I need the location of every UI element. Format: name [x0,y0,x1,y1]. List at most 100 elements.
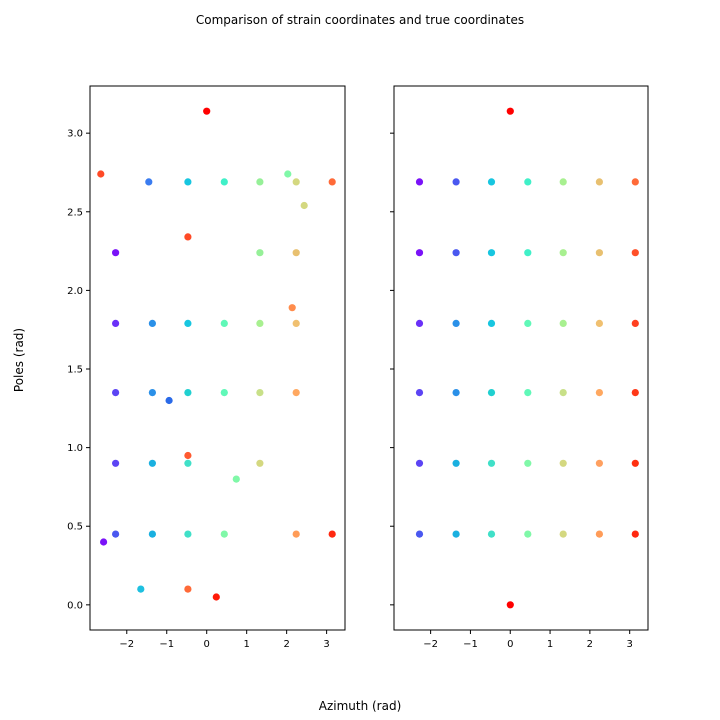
data-point [100,538,108,546]
data-point [112,319,120,327]
data-point [631,178,639,186]
data-point [524,530,532,538]
x-tick-label: 3 [323,639,329,650]
x-tick-label: 1 [243,639,249,650]
x-tick-label: −2 [423,639,438,650]
data-point [487,459,496,467]
data-point [452,459,460,467]
y-tick-label: 1.0 [67,443,83,454]
data-point [288,304,296,312]
data-point [256,319,264,327]
data-point [148,389,156,397]
axes-frame [89,85,346,631]
subplot-1: −2 −1 0 1 2 3 0.0 0.5 1.0 1.5 2.0 2.5 3.0 [67,85,346,650]
x-tick-label: −1 [463,639,478,650]
data-point [631,319,639,327]
data-point [559,178,567,186]
data-point [220,178,228,186]
data-point [97,170,105,178]
data-point [203,107,211,115]
y-tick-label: 2.5 [67,207,83,218]
data-point [631,389,639,397]
data-point [148,319,156,327]
x-tick-label: 3 [626,639,632,650]
data-point [256,178,264,186]
data-point [184,389,192,397]
y-tick-label: 2.0 [67,286,83,297]
data-point [165,396,173,405]
data-point [184,585,192,593]
data-point [184,233,192,241]
data-point [487,319,496,327]
data-point [112,459,120,467]
data-point [328,178,336,186]
y-tick-label: 3.0 [67,129,83,140]
data-point [256,389,264,397]
x-tick-label: 2 [283,639,289,650]
data-point [559,249,567,257]
data-point [524,389,532,397]
data-point [595,319,604,327]
x-tick-label: 0 [204,639,210,650]
x-axis-label: Azimuth (rad) [319,699,402,713]
data-point [212,593,220,601]
data-point [112,249,120,257]
data-point [524,249,532,257]
data-point [559,319,567,327]
data-point [137,585,145,593]
data-point [487,249,496,257]
y-tick-label: 0.0 [67,600,83,611]
subplot-2: −2 −1 0 1 2 3 [390,85,649,650]
data-point [595,249,604,257]
data-point [300,201,308,210]
data-point [415,530,424,538]
data-point [452,178,460,186]
data-point [524,459,532,467]
data-point [256,459,264,467]
data-point [415,319,424,327]
data-point [220,319,228,327]
data-point [452,249,460,257]
x-tick-label: 1 [547,639,553,650]
x-tick-label: −1 [159,639,174,650]
y-tick-label: 1.5 [67,365,83,376]
data-point [328,530,336,538]
data-point [487,389,496,397]
data-point [631,530,639,538]
data-point [487,530,496,538]
data-point [220,530,228,538]
data-point [415,178,424,186]
figure-title: Comparison of strain coordinates and tru… [196,13,524,27]
data-point [452,319,460,327]
data-point [631,249,639,257]
data-point [595,530,604,538]
data-point [148,459,156,467]
data-point [415,249,424,257]
data-point [292,178,300,186]
data-point [184,178,192,186]
data-point [184,451,192,460]
data-point [452,389,460,397]
x-tick-label: 0 [507,639,513,650]
data-point [292,530,300,538]
data-point [112,389,120,397]
data-point [631,459,639,467]
data-point [559,459,567,467]
data-point [292,319,300,327]
data-point [292,249,300,257]
x-tick-label: −2 [119,639,134,650]
y-axis-label: Poles (rad) [12,328,26,392]
data-point [506,601,514,609]
y-tick-label: 0.5 [67,522,83,533]
data-point [112,530,120,538]
data-point [415,459,424,467]
data-point [220,389,228,397]
data-point [595,389,604,397]
data-point [292,389,300,397]
data-point [559,389,567,397]
data-point [506,107,514,115]
data-point [452,530,460,538]
subplots: −2 −1 0 1 2 3 0.0 0.5 1.0 1.5 2.0 2.5 3.0 −2 −1 0 1 2 3 [67,85,649,650]
data-point [284,170,292,178]
data-point [595,459,604,467]
